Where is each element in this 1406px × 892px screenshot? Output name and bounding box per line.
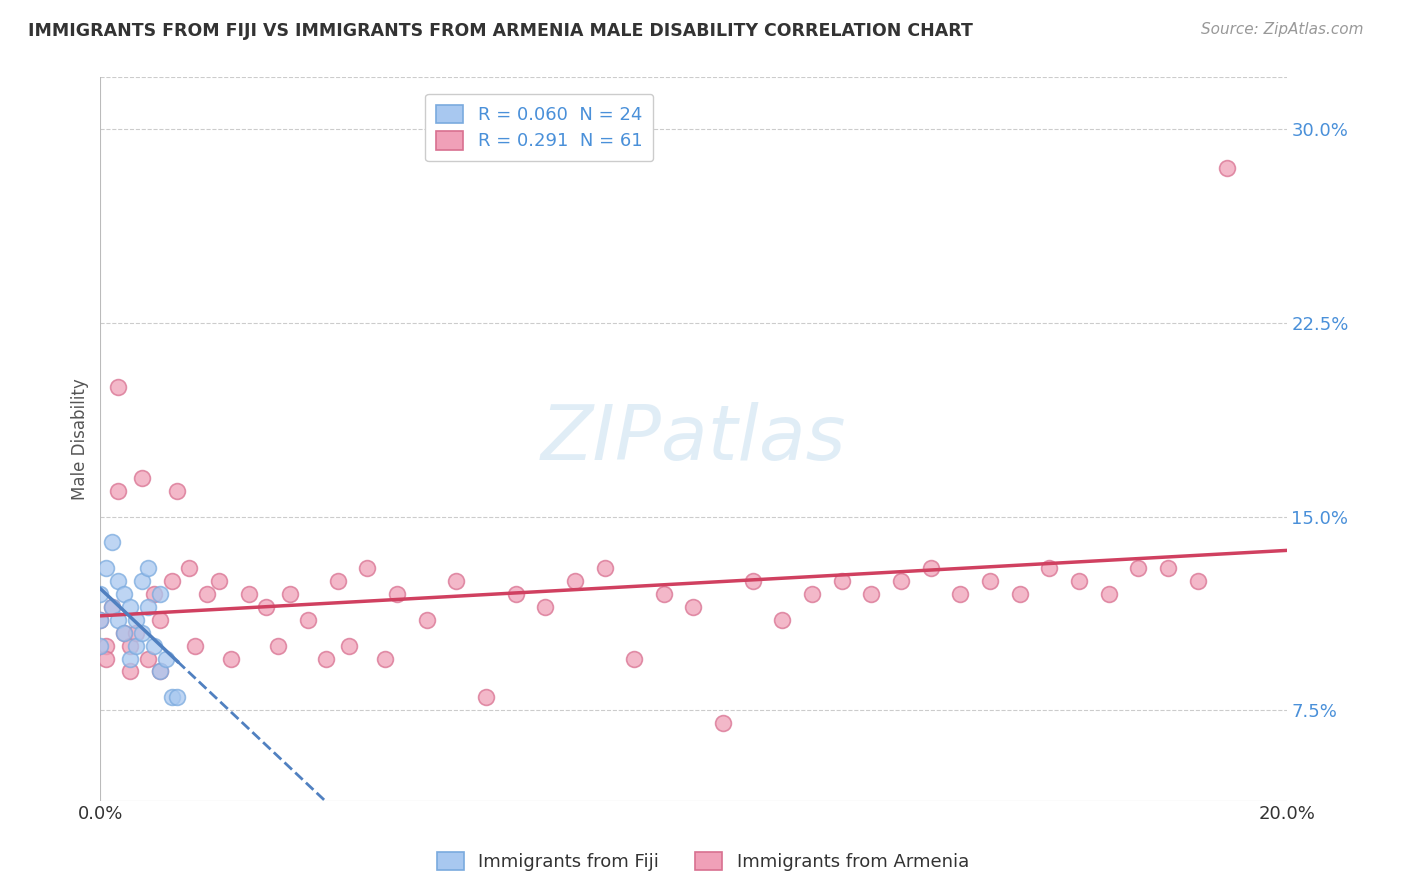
- Point: [1038, 561, 1060, 575]
- Legend: Immigrants from Fiji, Immigrants from Armenia: Immigrants from Fiji, Immigrants from Ar…: [430, 845, 976, 879]
- Point: [920, 561, 942, 575]
- Point: [101, 599, 124, 614]
- Point: [118, 599, 141, 614]
- Point: [125, 613, 148, 627]
- Point: [101, 535, 124, 549]
- Point: [593, 561, 616, 575]
- Point: [444, 574, 467, 588]
- Point: [326, 574, 349, 588]
- Point: [356, 561, 378, 575]
- Point: [1157, 561, 1180, 575]
- Point: [107, 483, 129, 498]
- Point: [160, 690, 183, 705]
- Point: [1008, 587, 1031, 601]
- Point: [770, 613, 793, 627]
- Point: [741, 574, 763, 588]
- Point: [112, 625, 135, 640]
- Point: [166, 483, 188, 498]
- Point: [385, 587, 408, 601]
- Point: [219, 651, 242, 665]
- Point: [1187, 574, 1209, 588]
- Point: [623, 651, 645, 665]
- Point: [149, 587, 172, 601]
- Text: Source: ZipAtlas.com: Source: ZipAtlas.com: [1201, 22, 1364, 37]
- Point: [801, 587, 824, 601]
- Point: [297, 613, 319, 627]
- Point: [131, 625, 153, 640]
- Point: [125, 639, 148, 653]
- Point: [564, 574, 586, 588]
- Point: [949, 587, 972, 601]
- Point: [505, 587, 527, 601]
- Point: [118, 665, 141, 679]
- Point: [149, 665, 172, 679]
- Point: [1128, 561, 1150, 575]
- Point: [89, 613, 111, 627]
- Point: [112, 587, 135, 601]
- Point: [652, 587, 675, 601]
- Point: [112, 625, 135, 640]
- Point: [1098, 587, 1121, 601]
- Point: [1067, 574, 1090, 588]
- Point: [155, 651, 177, 665]
- Point: [890, 574, 912, 588]
- Point: [475, 690, 498, 705]
- Point: [89, 613, 111, 627]
- Point: [136, 651, 159, 665]
- Point: [339, 639, 361, 653]
- Point: [149, 665, 172, 679]
- Point: [118, 651, 141, 665]
- Y-axis label: Male Disability: Male Disability: [72, 378, 89, 500]
- Point: [254, 599, 277, 614]
- Point: [160, 574, 183, 588]
- Point: [711, 716, 734, 731]
- Point: [96, 639, 118, 653]
- Text: IMMIGRANTS FROM FIJI VS IMMIGRANTS FROM ARMENIA MALE DISABILITY CORRELATION CHAR: IMMIGRANTS FROM FIJI VS IMMIGRANTS FROM …: [28, 22, 973, 40]
- Point: [278, 587, 301, 601]
- Point: [831, 574, 853, 588]
- Point: [195, 587, 218, 601]
- Point: [96, 561, 118, 575]
- Point: [860, 587, 883, 601]
- Text: ZIPatlas: ZIPatlas: [541, 402, 846, 476]
- Point: [136, 561, 159, 575]
- Point: [131, 574, 153, 588]
- Point: [374, 651, 396, 665]
- Point: [149, 613, 172, 627]
- Point: [208, 574, 231, 588]
- Point: [184, 639, 207, 653]
- Point: [131, 471, 153, 485]
- Point: [179, 561, 201, 575]
- Point: [534, 599, 557, 614]
- Point: [142, 639, 165, 653]
- Legend: R = 0.060  N = 24, R = 0.291  N = 61: R = 0.060 N = 24, R = 0.291 N = 61: [426, 94, 654, 161]
- Point: [238, 587, 260, 601]
- Point: [107, 613, 129, 627]
- Point: [315, 651, 337, 665]
- Point: [142, 587, 165, 601]
- Point: [96, 651, 118, 665]
- Point: [166, 690, 188, 705]
- Point: [1216, 161, 1239, 175]
- Point: [107, 380, 129, 394]
- Point: [125, 625, 148, 640]
- Point: [89, 587, 111, 601]
- Point: [682, 599, 704, 614]
- Point: [979, 574, 1001, 588]
- Point: [101, 599, 124, 614]
- Point: [107, 574, 129, 588]
- Point: [118, 639, 141, 653]
- Point: [415, 613, 437, 627]
- Point: [136, 599, 159, 614]
- Point: [89, 639, 111, 653]
- Point: [267, 639, 290, 653]
